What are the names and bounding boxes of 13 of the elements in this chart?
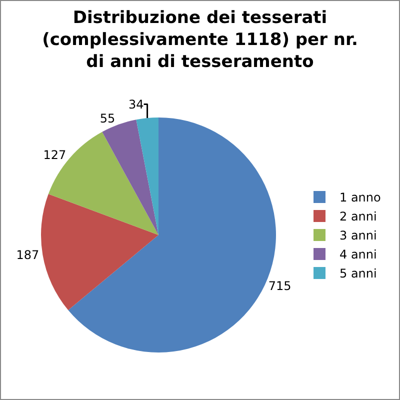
data-label: 127 bbox=[43, 148, 66, 162]
data-label: 187 bbox=[16, 248, 40, 262]
legend-label: 2 anni bbox=[340, 210, 377, 224]
data-label: 55 bbox=[100, 111, 116, 126]
pie-slice bbox=[41, 194, 158, 310]
legend-label: 5 anni bbox=[340, 266, 377, 281]
chart-title: Distribuzione dei tesserati (complessivamente 1118) per nr. di anni di tesseramento bbox=[42, 8, 358, 72]
pie-slice bbox=[136, 118, 158, 235]
legend-label: 1 anno bbox=[340, 190, 381, 205]
legend-label: 3 anni bbox=[340, 228, 377, 243]
data-label: 34 bbox=[128, 97, 144, 112]
legend-label: 4 anni bbox=[340, 248, 377, 262]
data-label: 715 bbox=[268, 279, 292, 294]
